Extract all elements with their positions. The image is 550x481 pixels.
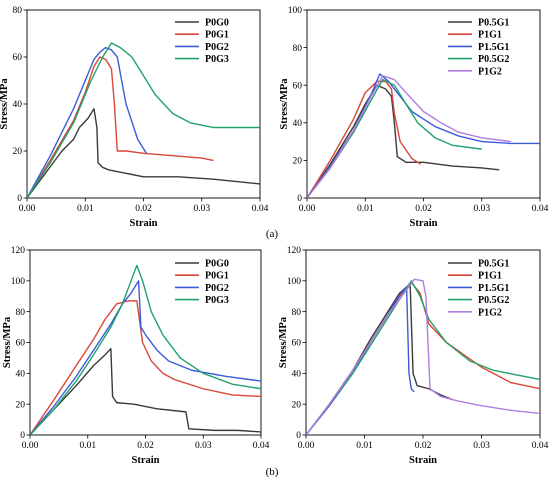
legend-label: P1G1 [478,30,502,41]
y-tick-label: 20 [16,400,26,410]
y-tick-label: 20 [292,400,302,410]
x-tick-label: 0.04 [253,441,270,451]
chart-panel-3: 0.00 0.01 0.02 0.03 0.04 0 20 40 60 80 100 120 Strai… [278,246,549,466]
x-tick-label: 0.03 [473,441,490,451]
series-line-P0.5G2 [306,280,540,435]
caption-a: (a) [266,228,279,240]
x-tick-label: 0.01 [357,204,374,214]
legend-label: P0.5G2 [478,54,509,65]
x-tick-label: 0.02 [137,441,154,451]
y-tick-label: 20 [293,157,303,167]
y-tick-label: 60 [292,339,302,349]
series-line-P0G2 [27,46,148,198]
series-line-P0G3 [30,264,261,435]
y-tick-label: 100 [11,277,26,287]
x-tick-label: 0.01 [356,441,373,451]
x-tick-label: 0.01 [79,441,96,451]
series-line-P0G1 [30,300,261,435]
legend-label: P1G1 [478,271,502,282]
y-axis-title: Stress/MPa [279,78,290,130]
series-line-P0G3 [27,42,260,198]
legend-label: P0G3 [205,54,229,65]
x-tick-label: 0.04 [252,204,269,214]
legend-label: P1G2 [478,66,502,77]
series-line-P1G2 [307,75,511,198]
y-tick-label: 0 [297,194,302,204]
y-tick-label: 40 [293,119,303,129]
x-tick-label: 0.00 [299,204,316,214]
legend-label: P0G2 [205,42,229,53]
legend-label: P0G0 [205,259,229,270]
y-axis-title: Stress/MPa [278,316,289,368]
chart-panel-2: 0.00 0.01 0.02 0.03 0.04 0 20 40 60 80 100 120 Strai… [2,246,270,466]
series-line-P0G2 [30,280,261,435]
legend-label: P0G3 [205,295,229,306]
legend-label: P0G0 [205,18,229,29]
y-axis-title: Stress/MPa [2,316,13,368]
caption-b: (b) [266,466,279,478]
x-tick-label: 0.03 [195,441,212,451]
y-axis-title: Stress/MPa [0,78,10,130]
x-tick-label: 0.01 [77,204,94,214]
legend-label: P0G1 [205,271,229,282]
y-tick-label: 40 [13,100,23,110]
y-tick-label: 0 [20,431,25,441]
legend-label: P0.5G2 [478,295,509,306]
panels: 0.00 0.01 0.02 0.03 0.04 0 20 40 60 80 Strain Stres… [0,6,549,466]
x-tick-label: 0.03 [193,204,210,214]
y-tick-label: 80 [16,308,26,318]
y-tick-label: 0 [296,431,301,441]
legend-label: P1G2 [478,307,502,318]
y-tick-label: 40 [16,370,26,380]
x-tick-label: 0.00 [19,204,36,214]
x-tick-label: 0.02 [415,441,432,451]
y-tick-label: 80 [292,308,302,318]
legend-label: P0G2 [205,283,229,294]
y-tick-label: 80 [293,44,303,54]
x-axis-title: Strain [409,455,437,466]
legend-label: P0.5G1 [478,18,509,29]
series-line-P1G2 [306,278,540,435]
y-tick-label: 60 [293,81,303,91]
y-tick-label: 120 [11,246,26,256]
series-line-P0G1 [27,56,214,198]
x-tick-label: 0.02 [415,204,432,214]
y-tick-label: 100 [287,277,302,287]
y-tick-label: 60 [13,53,23,63]
x-tick-label: 0.00 [298,441,315,451]
series-line-P0G0 [27,107,260,198]
x-axis-title: Strain [129,218,157,229]
y-tick-label: 0 [17,194,22,204]
y-tick-label: 20 [13,147,23,157]
series-line-P0G0 [30,347,261,435]
legend-label: P0.5G1 [478,259,509,270]
x-tick-label: 0.00 [22,441,39,451]
y-tick-label: 100 [288,6,303,16]
y-tick-label: 120 [287,246,302,256]
legend-label: P1.5G1 [478,42,509,53]
y-tick-label: 80 [13,6,23,16]
x-tick-label: 0.04 [532,441,549,451]
y-tick-label: 60 [16,339,26,349]
y-tick-label: 40 [292,370,302,380]
series-line-P0.5G1 [307,84,500,198]
legend-label: P1.5G1 [478,283,509,294]
chart-panel-1: 0.00 0.01 0.02 0.03 0.04 0 20 40 60 80 100 Strain St… [279,6,549,229]
x-tick-label: 0.03 [473,204,490,214]
chart-panel-0: 0.00 0.01 0.02 0.03 0.04 0 20 40 60 80 Strain Stres… [0,6,269,229]
x-tick-label: 0.02 [135,204,152,214]
x-tick-label: 0.04 [532,204,549,214]
legend-label: P0G1 [205,30,229,41]
x-axis-title: Strain [131,455,159,466]
x-axis-title: Strain [409,218,437,229]
